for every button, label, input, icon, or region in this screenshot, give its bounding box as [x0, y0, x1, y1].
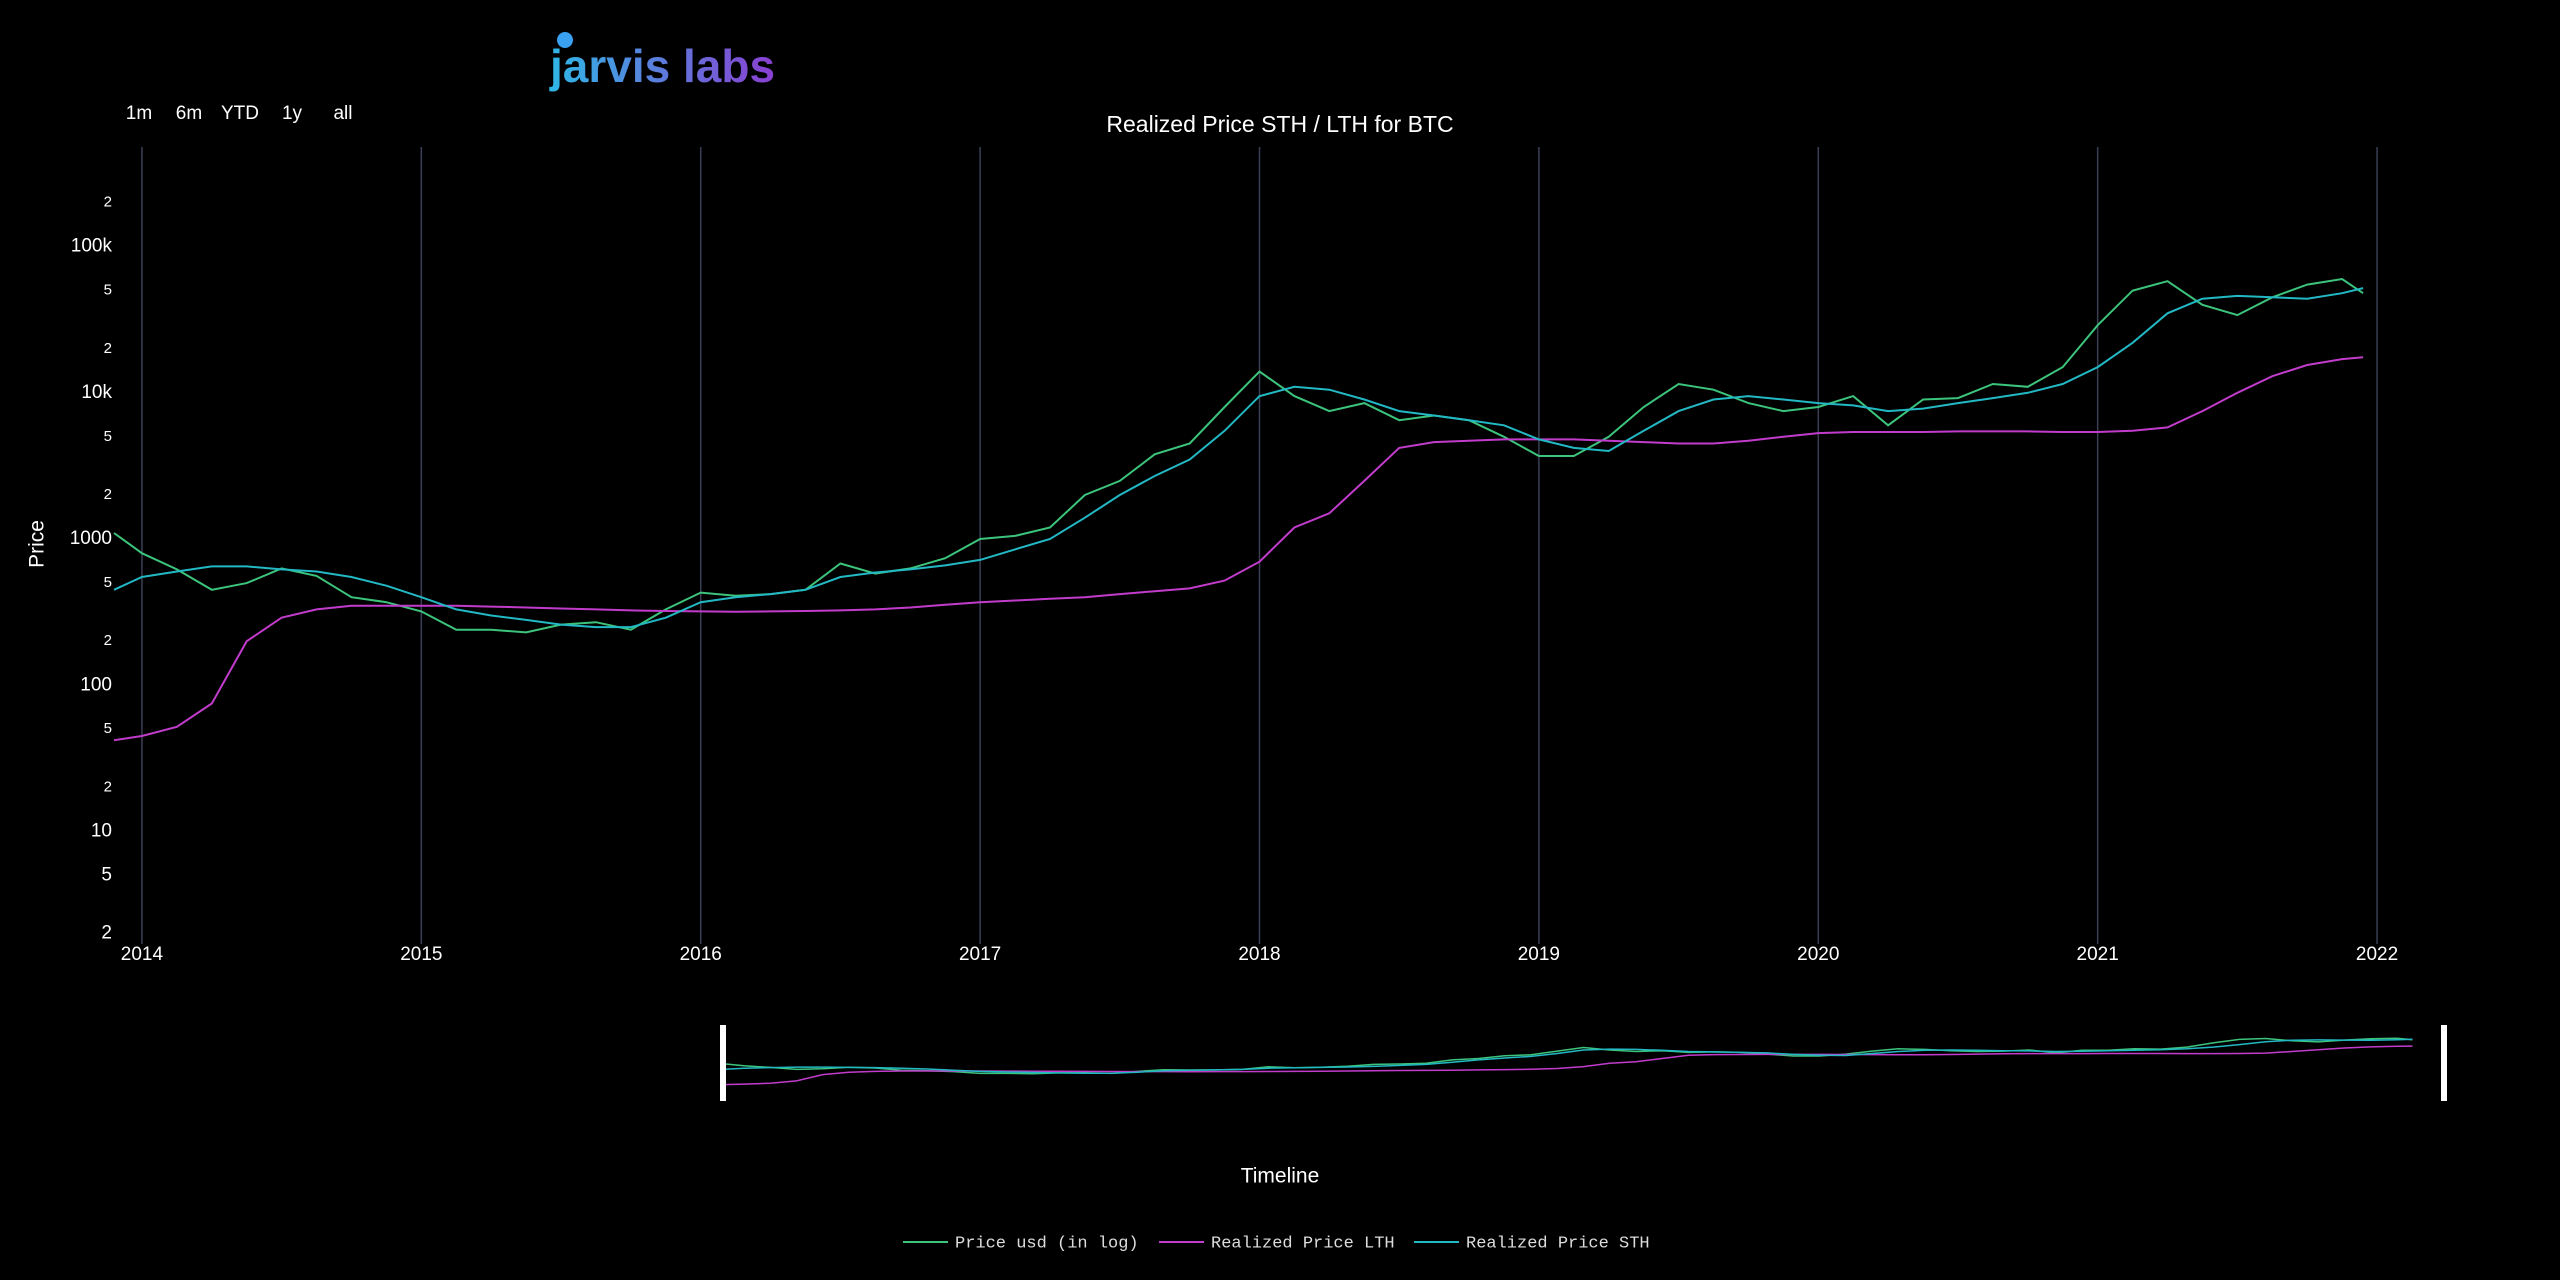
x-tick-label: 2022	[2356, 944, 2398, 965]
x-tick-label: 2021	[2077, 944, 2119, 965]
y-tick-label: 10	[91, 820, 112, 841]
series-line	[113, 277, 2364, 634]
slider-line	[722, 1037, 2413, 1075]
slider-line	[722, 1038, 2413, 1074]
y-tick-label: 5	[101, 865, 112, 886]
y-tick-label: 100	[80, 674, 112, 695]
slider-handle[interactable]	[2441, 1025, 2447, 1101]
series-line	[113, 287, 2364, 629]
y-tick-label: 2	[104, 632, 112, 649]
x-tick-label: 2020	[1797, 944, 1839, 965]
logo-dot	[557, 32, 573, 48]
y-tick-label: 2	[104, 486, 112, 503]
x-tick-label: 2014	[121, 944, 164, 965]
range-button[interactable]: 6m	[176, 103, 202, 124]
y-tick-label: 5	[104, 428, 112, 445]
range-button[interactable]: 1m	[126, 103, 152, 124]
legend-label[interactable]: Realized Price STH	[1466, 1234, 1650, 1253]
slider-handle[interactable]	[720, 1025, 726, 1101]
y-axis-title: Price	[26, 520, 49, 568]
logo: jarvis labs	[549, 32, 775, 92]
y-tick-label: 5	[104, 282, 112, 299]
y-tick-label: 2	[101, 923, 112, 944]
range-button[interactable]: 1y	[282, 103, 303, 124]
y-tick-label: 100k	[71, 236, 113, 257]
y-tick-label: 5	[104, 720, 112, 737]
y-tick-label: 2	[104, 340, 112, 357]
slider-line	[722, 1045, 2413, 1086]
chart-title: Realized Price STH / LTH for BTC	[1106, 111, 1453, 137]
series-line	[113, 356, 2364, 742]
y-tick-label: 2	[104, 778, 112, 795]
x-axis-title: Timeline	[1241, 1165, 1320, 1188]
range-slider[interactable]	[723, 1025, 2444, 1105]
legend-label[interactable]: Price usd (in log)	[955, 1234, 1139, 1253]
x-tick-label: 2016	[680, 944, 722, 965]
y-tick-label: 1000	[70, 528, 112, 549]
y-tick-label: 2	[104, 194, 112, 211]
y-tick-label: 10k	[81, 382, 112, 403]
x-tick-label: 2017	[959, 944, 1001, 965]
x-tick-label: 2019	[1518, 944, 1560, 965]
y-tick-label: 5	[104, 574, 112, 591]
range-button[interactable]: YTD	[221, 103, 259, 124]
logo-text: jarvis labs	[549, 40, 775, 92]
x-tick-label: 2018	[1238, 944, 1280, 965]
x-tick-label: 2015	[400, 944, 442, 965]
legend-label[interactable]: Realized Price LTH	[1211, 1234, 1395, 1253]
range-button[interactable]: all	[333, 103, 352, 124]
